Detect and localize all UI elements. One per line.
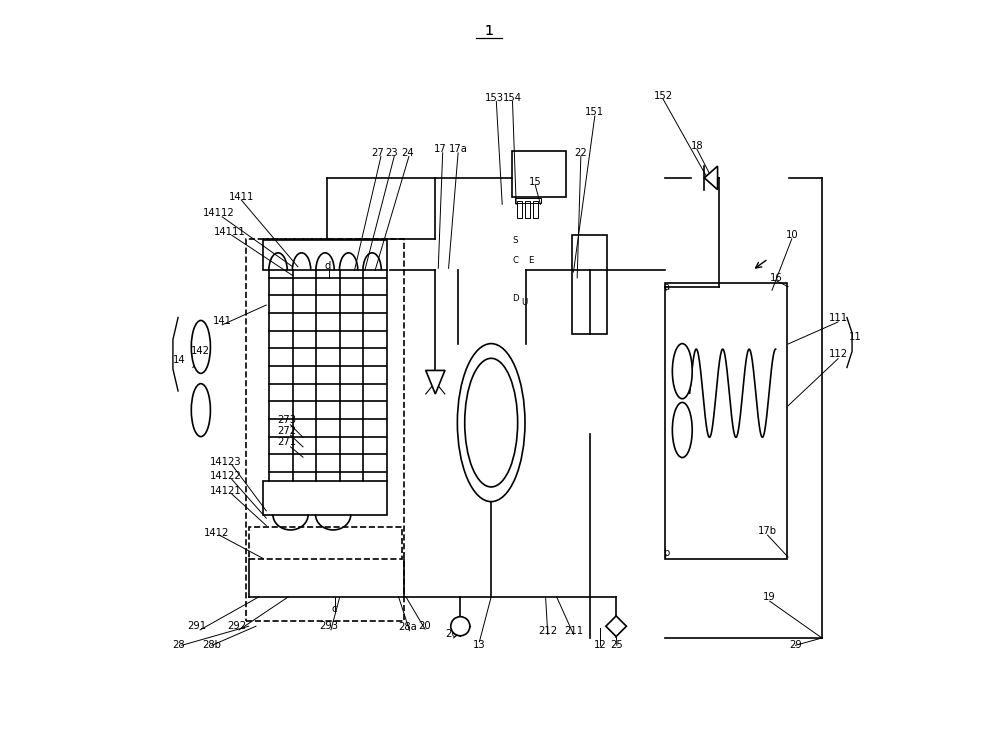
Text: 26: 26 [445, 629, 458, 639]
Text: a: a [663, 282, 669, 292]
Ellipse shape [465, 358, 518, 487]
Bar [263, 240, 387, 270]
Circle shape [451, 617, 470, 636]
Text: b: b [663, 548, 669, 558]
Bar [515, 198, 541, 203]
Text: 17a: 17a [449, 144, 468, 154]
Text: 12: 12 [594, 640, 606, 650]
Text: 29: 29 [789, 640, 802, 650]
Bar [512, 151, 566, 197]
Ellipse shape [672, 403, 692, 457]
Text: c: c [331, 604, 337, 614]
Bar [525, 201, 530, 218]
Text: 271: 271 [277, 437, 296, 448]
Text: 291: 291 [188, 621, 207, 631]
Text: 20: 20 [419, 621, 431, 631]
Text: 17: 17 [434, 144, 447, 154]
Text: 17b: 17b [758, 526, 777, 537]
Text: 112: 112 [829, 349, 848, 359]
Text: 14112: 14112 [203, 208, 235, 218]
Text: 22: 22 [574, 148, 587, 158]
Polygon shape [426, 370, 445, 394]
Text: 142: 142 [191, 346, 210, 356]
Text: 14121: 14121 [210, 486, 242, 496]
Bar [246, 239, 404, 621]
Bar [533, 201, 538, 218]
Text: 28: 28 [172, 640, 185, 650]
Text: E: E [528, 257, 534, 265]
Bar [517, 201, 522, 218]
Text: 152: 152 [654, 90, 673, 101]
Text: C: C [512, 257, 518, 265]
Text: 212: 212 [538, 625, 557, 636]
Text: 293: 293 [319, 621, 338, 631]
Polygon shape [606, 616, 626, 637]
Ellipse shape [672, 344, 692, 398]
Text: S: S [512, 236, 517, 245]
Text: 13: 13 [473, 640, 486, 650]
Bar [249, 527, 402, 559]
Text: 28b: 28b [202, 640, 221, 650]
Text: 16: 16 [770, 273, 783, 283]
Text: 14123: 14123 [210, 456, 242, 467]
Text: 14111: 14111 [214, 226, 245, 237]
Polygon shape [704, 166, 718, 190]
Text: 19: 19 [763, 592, 776, 602]
Text: 1412: 1412 [204, 528, 230, 538]
Text: 27: 27 [371, 148, 384, 158]
Text: 14122: 14122 [210, 471, 242, 481]
Text: 273: 273 [277, 415, 296, 426]
Text: 211: 211 [564, 625, 583, 636]
Text: 24: 24 [401, 148, 414, 158]
Text: 25: 25 [610, 640, 623, 650]
Text: 153: 153 [485, 93, 504, 103]
Text: 141: 141 [213, 316, 232, 326]
Ellipse shape [191, 320, 210, 373]
Text: 28a: 28a [399, 622, 417, 632]
Text: 151: 151 [585, 107, 604, 118]
Text: 10: 10 [785, 230, 798, 240]
Text: 11: 11 [849, 331, 862, 342]
Text: 18: 18 [691, 140, 703, 151]
Text: d: d [324, 261, 330, 271]
Ellipse shape [191, 384, 210, 437]
Text: 1: 1 [485, 24, 493, 38]
Text: 15: 15 [529, 177, 542, 187]
Text: 14: 14 [172, 355, 185, 365]
Bar [263, 481, 387, 514]
Text: 1: 1 [485, 24, 493, 38]
Text: D: D [512, 294, 519, 303]
Text: 154: 154 [503, 93, 522, 103]
Bar [665, 283, 787, 559]
Ellipse shape [457, 344, 525, 501]
Bar [572, 235, 607, 334]
Text: 23: 23 [386, 148, 398, 158]
Text: 111: 111 [829, 312, 848, 323]
Text: 1411: 1411 [229, 192, 254, 202]
Text: 272: 272 [277, 426, 296, 437]
Text: U: U [521, 298, 527, 307]
Text: 292: 292 [227, 621, 246, 631]
